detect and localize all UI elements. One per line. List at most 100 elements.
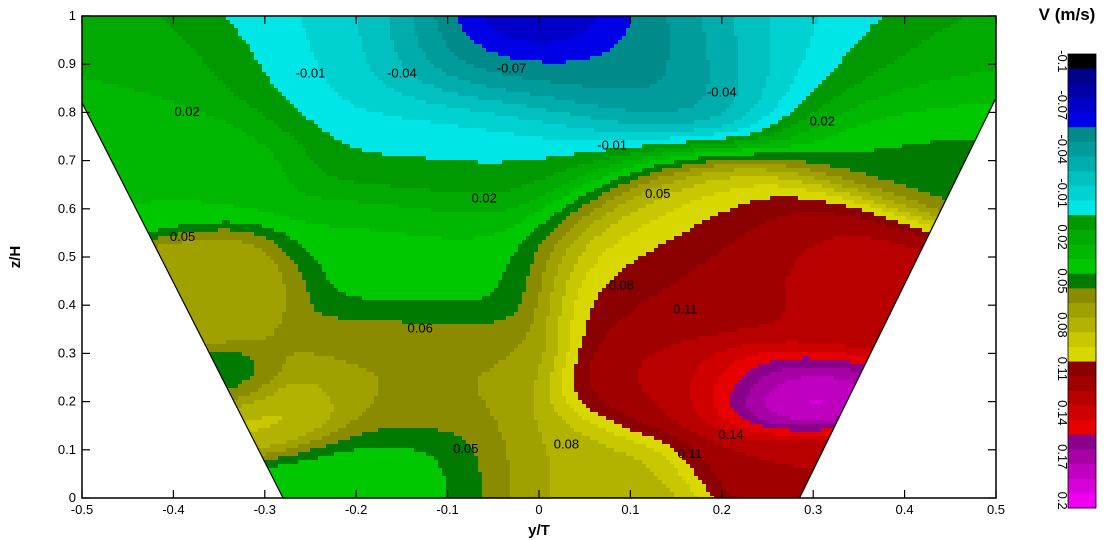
field-cell <box>98 100 103 105</box>
field-cell <box>302 20 307 25</box>
field-cell <box>554 88 559 93</box>
field-cell <box>274 72 279 77</box>
field-cell <box>662 100 667 105</box>
field-cell <box>930 28 935 33</box>
field-cell <box>134 84 139 89</box>
field-cell <box>186 40 191 45</box>
field-cell <box>262 96 267 101</box>
field-cell <box>494 92 499 97</box>
field-cell <box>242 56 247 61</box>
field-cell <box>846 40 851 45</box>
field-cell <box>962 60 967 65</box>
field-cell <box>474 60 479 65</box>
field-cell <box>762 72 767 77</box>
field-cell <box>478 84 483 89</box>
field-cell <box>606 32 611 37</box>
field-cell <box>594 64 599 69</box>
field-cell <box>602 28 607 33</box>
field-cell <box>222 92 227 97</box>
field-cell <box>130 36 135 41</box>
field-cell <box>442 44 447 49</box>
field-cell <box>122 60 127 65</box>
field-cell <box>594 56 599 61</box>
field-cell <box>374 56 379 61</box>
field-cell <box>362 100 367 105</box>
field-cell <box>142 52 147 57</box>
field-cell <box>438 76 443 81</box>
field-cell <box>890 32 895 37</box>
field-cell <box>214 64 219 69</box>
field-cell <box>306 92 311 97</box>
field-cell <box>490 64 495 69</box>
field-cell <box>910 44 915 49</box>
field-cell <box>290 84 295 89</box>
field-cell <box>754 92 759 97</box>
field-cell <box>842 52 847 57</box>
field-cell <box>818 60 823 65</box>
field-cell <box>918 68 923 73</box>
field-cell <box>546 52 551 57</box>
field-cell <box>586 56 591 61</box>
field-cell <box>750 72 755 77</box>
field-cell <box>370 32 375 37</box>
field-cell <box>578 100 583 105</box>
field-cell <box>478 100 483 105</box>
field-cell <box>262 84 267 89</box>
field-cell <box>246 44 251 49</box>
field-cell <box>226 68 231 73</box>
field-cell <box>930 56 935 61</box>
field-cell <box>294 56 299 61</box>
field-cell <box>206 76 211 81</box>
field-cell <box>514 84 519 89</box>
field-cell <box>154 20 159 25</box>
field-cell <box>454 64 459 69</box>
field-cell <box>958 76 963 81</box>
field-cell <box>710 100 715 105</box>
field-cell <box>458 76 463 81</box>
field-cell <box>434 44 439 49</box>
field-cell <box>646 72 651 77</box>
field-cell <box>758 76 763 81</box>
field-cell <box>834 96 839 101</box>
field-cell <box>826 32 831 37</box>
field-cell <box>554 36 559 41</box>
field-cell <box>566 96 571 101</box>
field-cell <box>490 32 495 37</box>
field-cell <box>274 44 279 49</box>
field-cell <box>850 48 855 53</box>
field-cell <box>494 52 499 57</box>
field-cell <box>714 56 719 61</box>
field-cell <box>670 56 675 61</box>
field-cell <box>538 72 543 77</box>
field-cell <box>510 28 515 33</box>
field-cell <box>174 92 179 97</box>
field-cell <box>582 84 587 89</box>
field-cell <box>850 80 855 85</box>
field-cell <box>474 44 479 49</box>
field-cell <box>326 80 331 85</box>
field-cell <box>382 40 387 45</box>
field-cell <box>678 28 683 33</box>
field-cell <box>566 28 571 33</box>
field-cell <box>170 68 175 73</box>
field-cell <box>526 88 531 93</box>
field-cell <box>514 24 519 29</box>
field-cell <box>466 28 471 33</box>
field-cell <box>918 72 923 77</box>
field-cell <box>650 52 655 57</box>
field-cell <box>822 28 827 33</box>
field-cell <box>566 92 571 97</box>
field-cell <box>378 40 383 45</box>
field-cell <box>442 56 447 61</box>
field-cell <box>154 72 159 77</box>
field-cell <box>606 60 611 65</box>
field-cell <box>490 28 495 33</box>
field-cell <box>334 80 339 85</box>
field-cell <box>214 40 219 45</box>
field-cell <box>678 36 683 41</box>
field-cell <box>278 24 283 29</box>
field-cell <box>778 52 783 57</box>
field-cell <box>122 96 127 101</box>
field-cell <box>150 28 155 33</box>
field-cell <box>106 64 111 69</box>
